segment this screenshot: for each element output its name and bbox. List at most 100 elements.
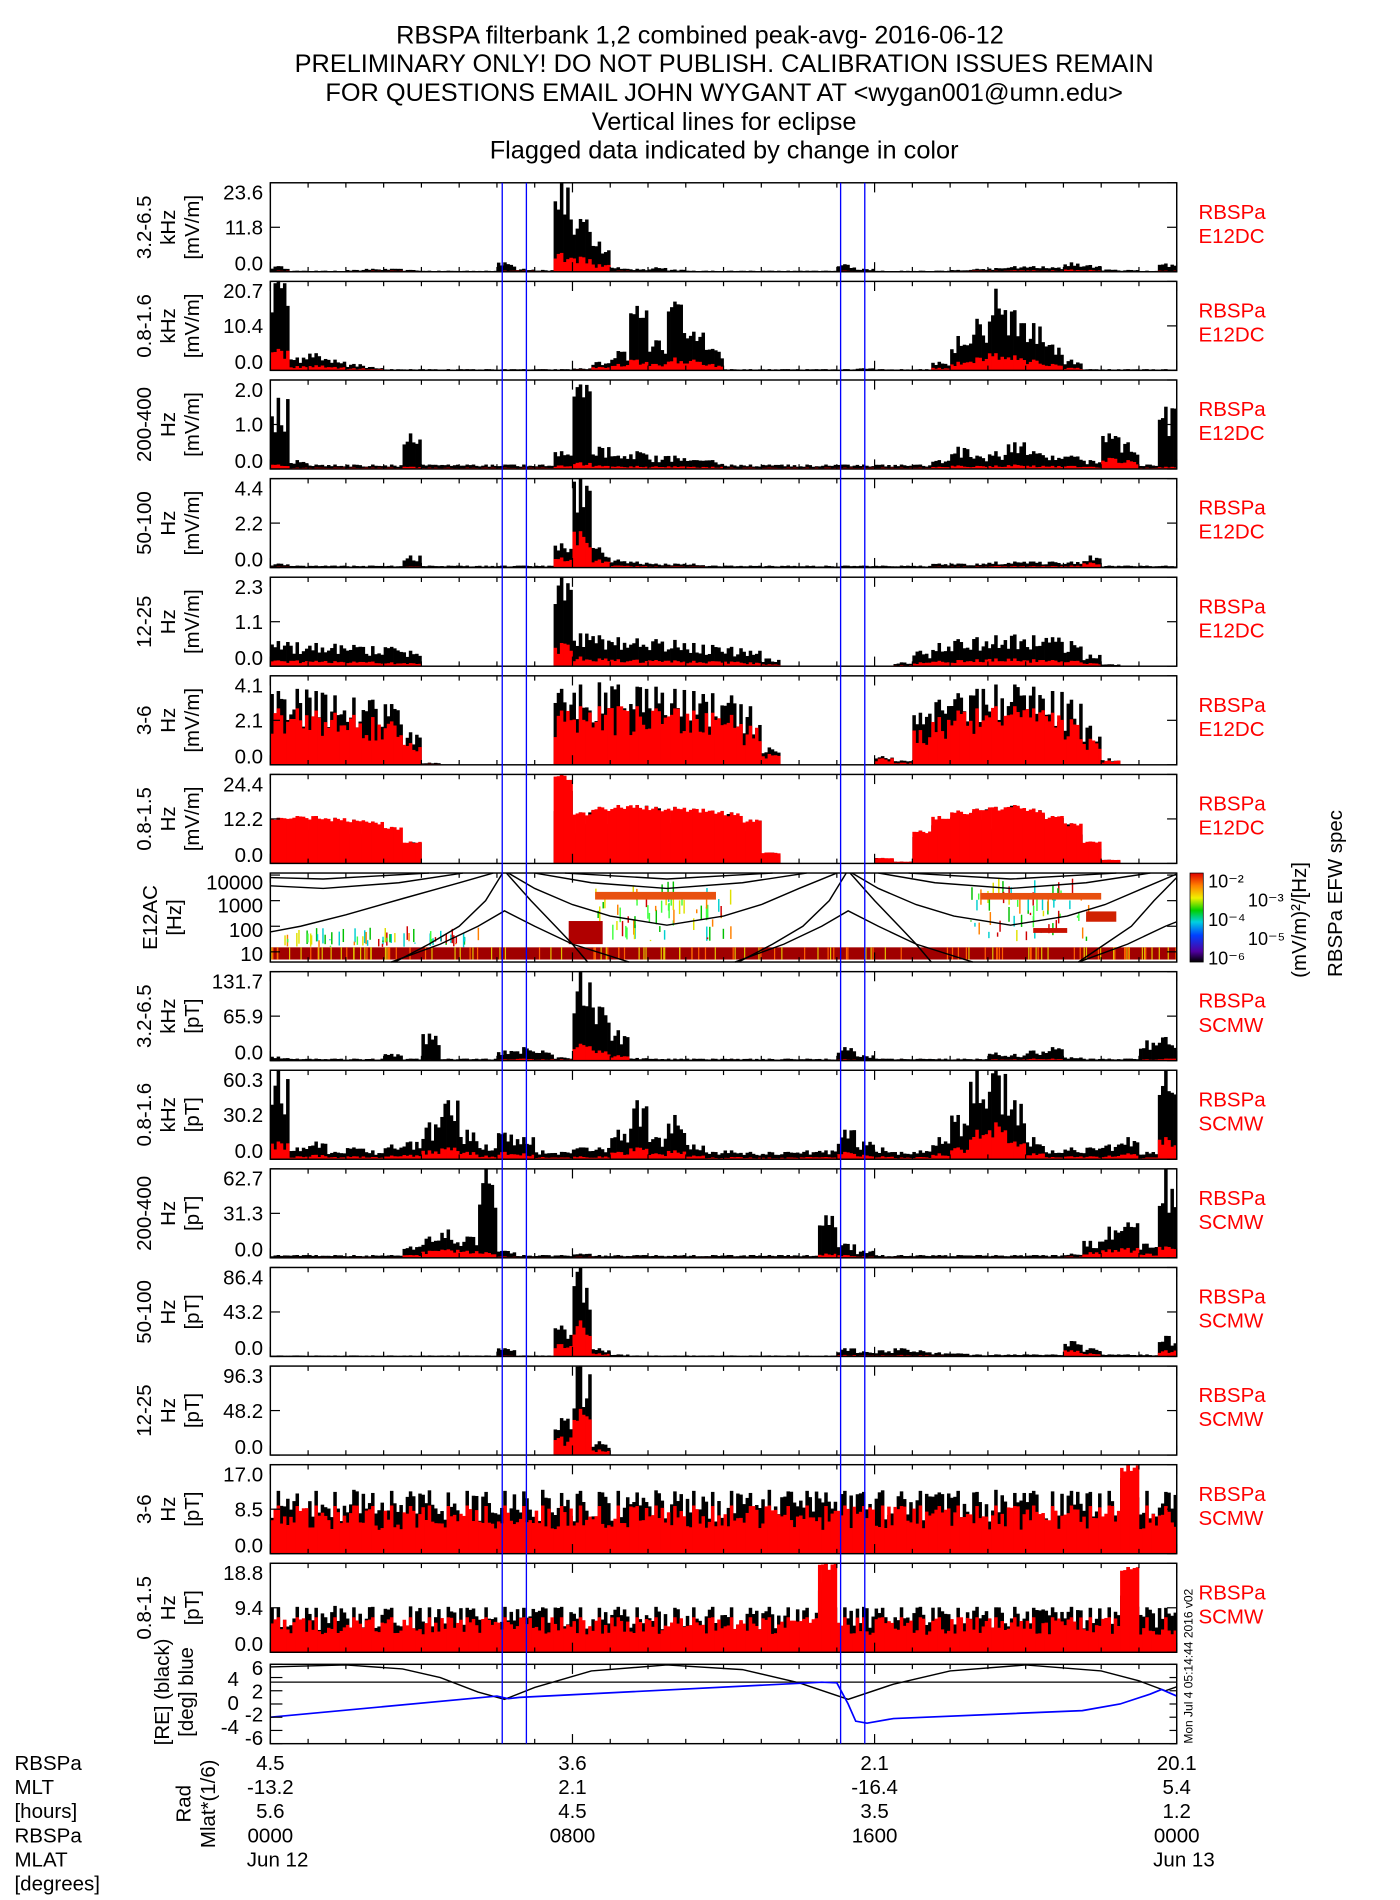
avg-bar	[408, 466, 413, 469]
avg-bar	[1060, 566, 1064, 568]
avg-bar	[594, 661, 599, 667]
peak-bar	[726, 466, 731, 469]
avg-bar	[607, 708, 611, 765]
peak-bar	[509, 264, 514, 272]
peak-bar	[298, 653, 303, 667]
peak-bar	[836, 464, 841, 469]
avg-bar	[704, 663, 709, 667]
y-tick-label: 10.4	[223, 315, 263, 338]
avg-bar	[1035, 360, 1039, 371]
peak-bar	[276, 1056, 281, 1061]
peak-bar	[1000, 644, 1004, 667]
peak-bar	[679, 650, 683, 667]
peak-bar	[852, 267, 857, 272]
peak-bar	[676, 647, 680, 667]
peak-bar	[660, 565, 665, 568]
avg-bar	[603, 658, 608, 667]
avg-bar	[1088, 269, 1093, 272]
peak-bar	[682, 269, 687, 272]
peak-bar	[1053, 460, 1058, 469]
peak-bar	[950, 349, 954, 371]
peak-bar	[367, 655, 372, 667]
spectrogram-pixel	[1053, 894, 1055, 908]
peak-bar	[1145, 565, 1149, 568]
avg-bar	[1047, 466, 1052, 469]
avg-bar	[663, 364, 668, 371]
y-tick-label: 2.3	[235, 576, 264, 599]
peak-bar	[559, 1057, 564, 1061]
avg-bar	[1069, 565, 1074, 568]
peak-bar	[433, 464, 438, 469]
peak-bar	[931, 362, 935, 371]
avg-bar	[399, 735, 403, 765]
plasma-curves	[270, 872, 1178, 963]
peak-bar	[320, 647, 325, 667]
peak-bar	[588, 391, 592, 469]
peak-bar	[808, 1058, 813, 1061]
avg-bar	[660, 366, 665, 371]
peak-bar	[761, 661, 765, 667]
peak-bar	[1116, 565, 1121, 568]
peak-bar	[865, 368, 869, 371]
avg-bar	[965, 725, 970, 765]
avg-bar	[934, 467, 938, 469]
peak-bar	[522, 565, 526, 568]
avg-bar	[1085, 564, 1089, 568]
avg-bar	[1047, 721, 1052, 765]
peak-bar	[1044, 268, 1049, 272]
avg-bar	[1009, 807, 1014, 864]
peak-bar	[282, 431, 287, 469]
peak-bar	[402, 444, 407, 469]
peak-bar	[846, 1050, 850, 1061]
spectrogram-region	[1033, 928, 1068, 933]
peak-bar	[308, 645, 312, 667]
peak-bar	[997, 1055, 1001, 1061]
peak-bar	[512, 565, 517, 568]
peak-bar	[323, 358, 328, 371]
peak-bar	[1079, 703, 1083, 765]
spectrogram-pixel	[431, 947, 433, 960]
spectrogram-pixel	[618, 947, 620, 960]
avg-bar	[1098, 564, 1102, 568]
peak-bar	[1113, 436, 1118, 469]
peak-bar	[304, 648, 309, 667]
peak-bar	[547, 1052, 551, 1061]
peak-bar	[984, 1059, 989, 1061]
avg-bar	[1050, 660, 1055, 667]
title-block: RBSPA filterbank 1,2 combined peak-avg- …	[295, 21, 1154, 164]
peak-bar	[270, 312, 274, 371]
peak-bar	[1050, 455, 1055, 469]
peak-bar	[424, 465, 429, 469]
spectrogram-pixel	[625, 925, 627, 938]
peak-bar	[629, 704, 633, 765]
peak-bar	[767, 1058, 772, 1061]
peak-bar	[273, 432, 278, 469]
spectrogram-pixel	[1059, 913, 1061, 918]
spectrogram-pixel	[1141, 947, 1143, 960]
peak-bar	[575, 512, 580, 568]
spectrogram-pixel	[271, 947, 273, 960]
spectrogram-pixel	[845, 947, 848, 960]
peak-bar	[581, 221, 586, 272]
spectrogram-pixel	[538, 947, 541, 960]
peak-bar	[1060, 354, 1064, 371]
avg-bar	[644, 661, 649, 667]
peak-bar	[830, 465, 835, 469]
avg-bar	[607, 810, 611, 864]
peak-bar	[515, 466, 520, 469]
peak-bar	[962, 563, 967, 568]
peak-bar	[462, 1058, 466, 1061]
peak-bar	[670, 461, 674, 469]
avg-bar	[1079, 739, 1083, 765]
avg-bar	[588, 712, 592, 765]
avg-bar	[597, 1050, 602, 1061]
peak-bar	[317, 566, 322, 568]
avg-bar	[301, 366, 306, 371]
peak-bar	[515, 565, 520, 568]
peak-bar	[745, 1058, 750, 1061]
peak-bar	[931, 563, 935, 568]
peak-bar	[1016, 562, 1020, 568]
avg-bar	[553, 737, 558, 765]
peak-bar	[270, 565, 274, 568]
